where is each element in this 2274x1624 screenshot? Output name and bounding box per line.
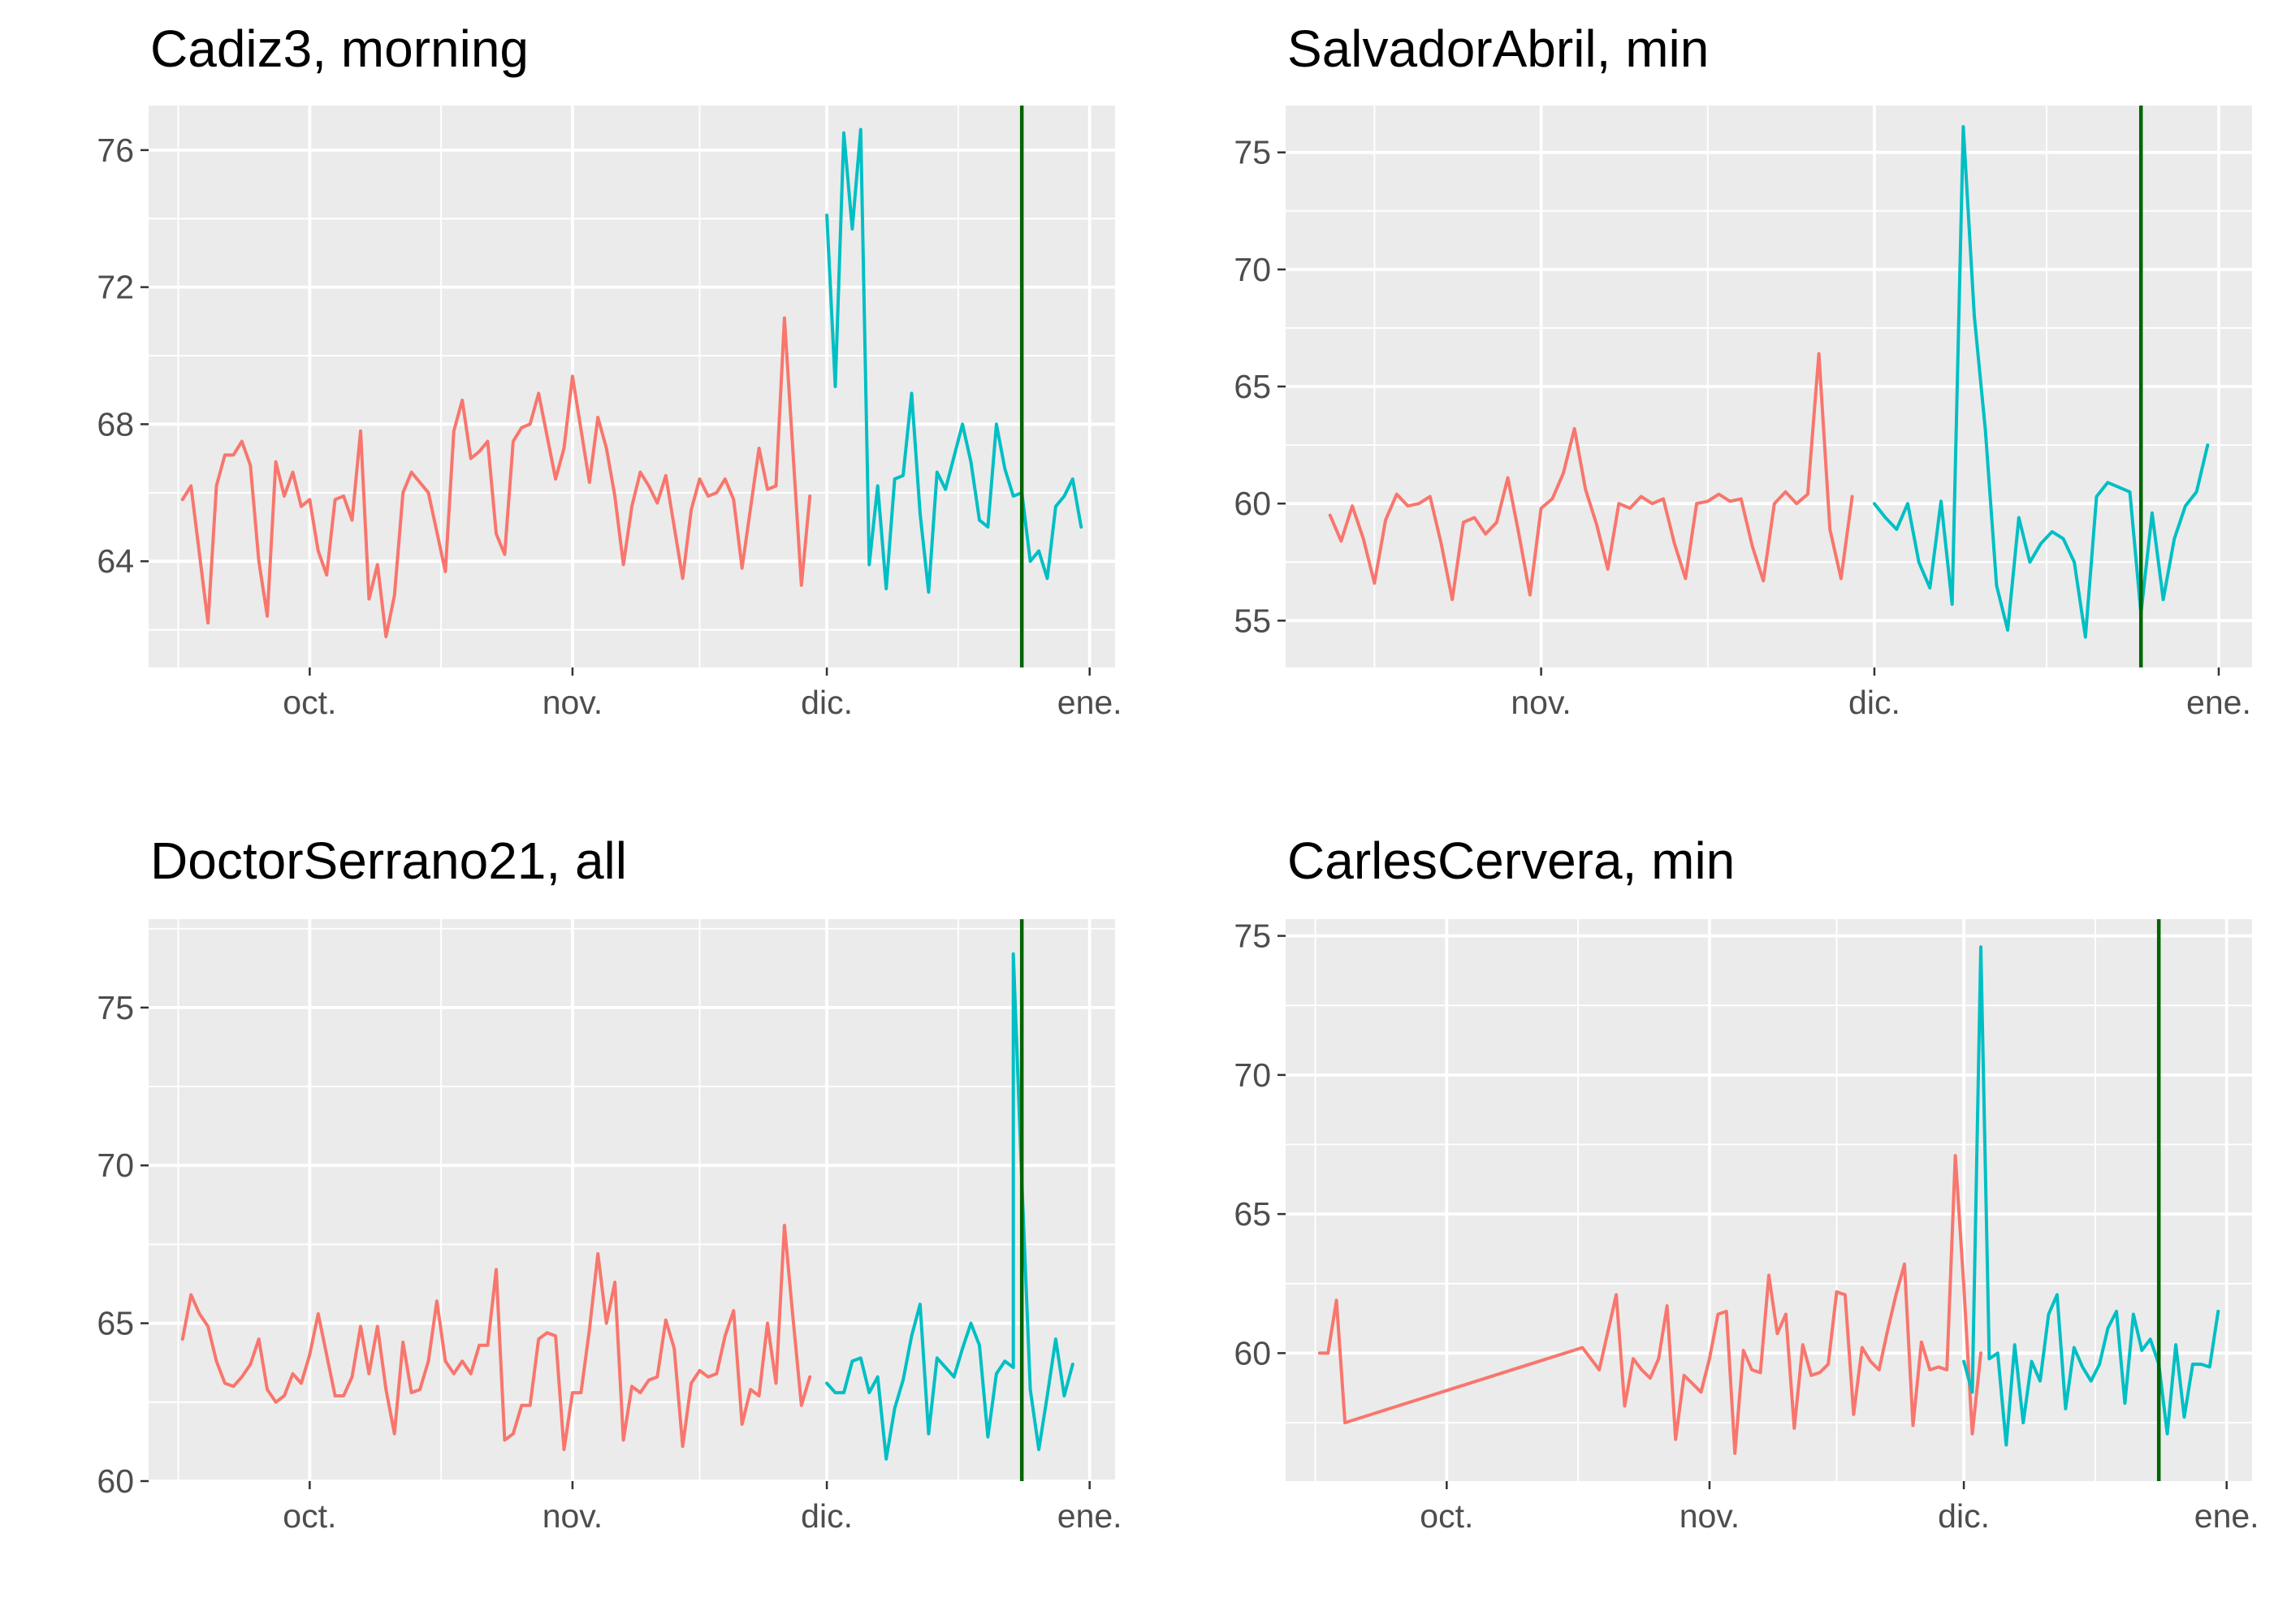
y-tick-label: 60 [1234,1334,1271,1371]
x-tick-label: dic. [1848,684,1900,721]
panel-4: 60 65 70 75 oct. nov. dic. ene. CarlesCervera, m… [1234,831,2259,1535]
y-tick-label: 70 [1234,1056,1271,1094]
panel-title: SalvadorAbril, min [1287,19,1709,78]
series-line-2 [1872,125,2210,639]
y-tick-label: 64 [97,542,134,580]
y-tick-label: 70 [97,1147,134,1184]
series-line-1 [180,316,812,638]
x-tick-label: dic. [1938,1497,1990,1535]
x-tick-label: ene. [2186,684,2251,721]
y-tick-label: 60 [1234,485,1271,522]
y-tick-label: 76 [97,132,134,169]
y-tick-label: 65 [1234,368,1271,405]
y-tick-label: 75 [1234,918,1271,955]
y-tick-label: 68 [97,405,134,443]
series-line-2 [1962,945,2220,1447]
panel-title: CarlesCervera, min [1287,831,1735,890]
x-tick-label: ene. [1057,1497,1122,1535]
panel-3: 60 65 70 75 oct. nov. dic. ene. DoctorSerrano21,… [97,831,1122,1535]
panel-background [149,106,1115,667]
x-tick-label: dic. [801,684,853,721]
y-tick-label: 55 [1234,602,1271,639]
x-tick-label: dic. [801,1497,853,1535]
x-tick-label: oct. [283,1497,336,1535]
y-tick-label: 70 [1234,251,1271,288]
y-tick-label: 60 [97,1462,134,1500]
y-tick-label: 72 [97,269,134,306]
x-tick-label: nov. [543,684,603,721]
x-tick-label: ene. [2194,1497,2259,1535]
panel-1: 64 68 72 76 oct. nov. dic. ene. Cadiz3, morning [97,19,1122,721]
series-line-1 [1328,352,1854,602]
series-line-2 [825,127,1083,594]
y-tick-label: 75 [97,989,134,1026]
panel-title: Cadiz3, morning [150,19,529,78]
x-tick-label: nov. [1511,684,1571,721]
series-line-1 [180,1224,812,1452]
series-line-2 [825,952,1074,1461]
x-tick-label: oct. [283,684,336,721]
panel-title: DoctorSerrano21, all [150,831,627,890]
x-tick-label: ene. [1057,684,1122,721]
panel-2: 55 60 65 70 75 nov. dic. ene. SalvadorAbril, min [1234,19,2252,721]
x-tick-label: oct. [1420,1497,1473,1535]
x-tick-label: nov. [1680,1497,1740,1535]
y-tick-label: 65 [1234,1195,1271,1233]
y-tick-label: 75 [1234,134,1271,171]
series-line-1 [1317,1154,1982,1455]
y-tick-label: 65 [97,1305,134,1342]
x-tick-label: nov. [543,1497,603,1535]
